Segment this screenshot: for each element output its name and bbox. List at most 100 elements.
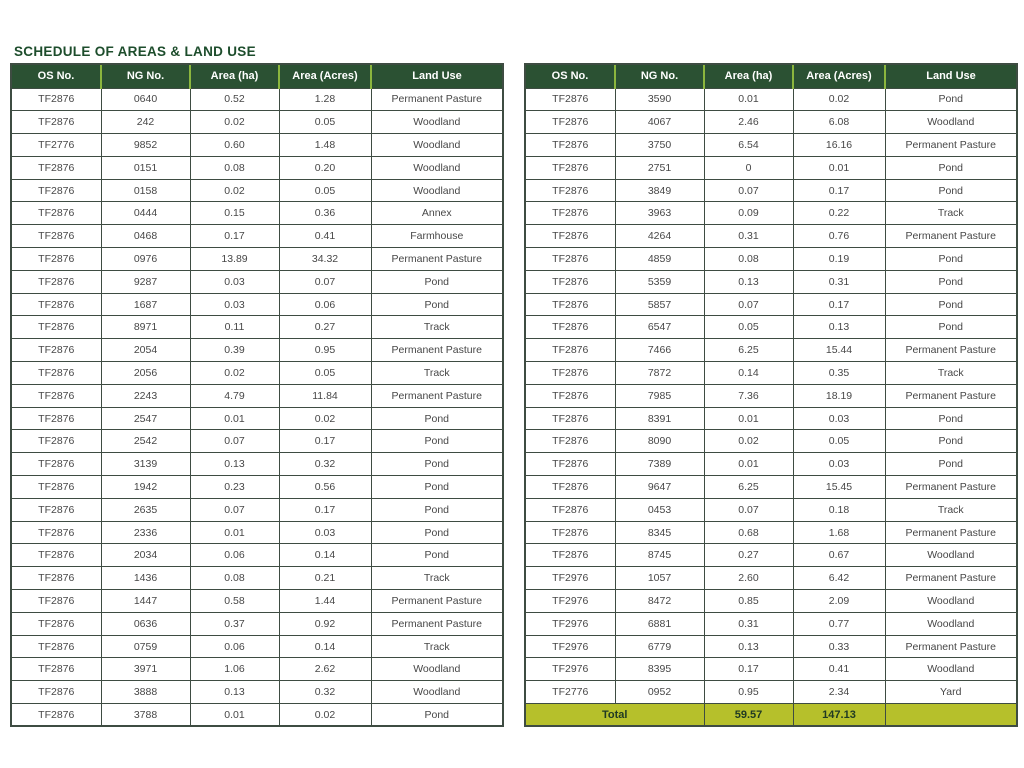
cell-os-no: TF2876 [524, 520, 616, 545]
cell-land-use: Track [370, 315, 504, 340]
cell-area-ha: 0.85 [703, 589, 794, 613]
cell-ng-no: 3750 [614, 133, 705, 157]
cell-ng-no: 4264 [614, 224, 705, 249]
cell-ng-no: 2336 [100, 520, 191, 545]
header-row: OS No. NG No. Area (ha) Area (Acres) Land Us… [10, 63, 504, 89]
column-header-land-use: Land Use [370, 63, 504, 89]
cell-land-use: Pond [884, 406, 1018, 431]
cell-area-acres: 0.77 [792, 611, 886, 636]
cell-land-use: Annex [370, 201, 504, 226]
cell-os-no: TF2976 [524, 566, 616, 591]
cell-land-use: Woodland [370, 133, 504, 157]
table-row: TF2876 3963 0.09 0.22 Track [524, 201, 1018, 226]
cell-os-no: TF2876 [524, 315, 616, 340]
table-row: TF2876 242 0.02 0.05 Woodland [10, 110, 504, 135]
total-row: Total 59.57 147.13 [524, 703, 1018, 727]
cell-os-no: TF2876 [524, 178, 616, 203]
cell-ng-no: 9647 [614, 475, 705, 499]
cell-ng-no: 7872 [614, 361, 705, 385]
table-row: TF2876 1687 0.03 0.06 Pond [10, 292, 504, 317]
cell-ng-no: 1436 [100, 566, 191, 591]
total-area-acres: 147.13 [792, 703, 886, 727]
cell-ng-no: 3590 [614, 87, 705, 112]
cell-area-acres: 0.13 [792, 315, 886, 340]
column-header-ng-no: NG No. [100, 63, 190, 89]
cell-area-acres: 0.41 [792, 657, 886, 682]
cell-area-acres: 0.03 [792, 452, 886, 477]
cell-land-use: Pond [370, 269, 504, 294]
cell-ng-no: 7466 [614, 338, 705, 363]
cell-land-use: Woodland [884, 611, 1018, 636]
cell-os-no: TF2876 [10, 657, 102, 682]
cell-ng-no: 1687 [100, 292, 191, 317]
cell-land-use: Pond [370, 406, 504, 431]
cell-ng-no: 2056 [100, 361, 191, 385]
cell-area-ha: 13.89 [189, 247, 280, 271]
cell-land-use: Permanent Pasture [370, 589, 504, 613]
table-row: TF2876 2034 0.06 0.14 Pond [10, 543, 504, 568]
cell-os-no: TF2876 [10, 589, 102, 613]
cell-area-ha: 0.07 [189, 429, 280, 454]
table-row: TF2876 3750 6.54 16.16 Permanent Pasture [524, 133, 1018, 157]
table-row: TF2876 3590 0.01 0.02 Pond [524, 87, 1018, 112]
cell-land-use: Woodland [884, 110, 1018, 135]
table-row: TF2976 8395 0.17 0.41 Woodland [524, 657, 1018, 682]
cell-area-ha: 0.13 [703, 269, 794, 294]
cell-os-no: TF2876 [10, 247, 102, 271]
cell-os-no: TF2976 [524, 611, 616, 636]
cell-land-use: Pond [370, 429, 504, 454]
cell-ng-no: 2542 [100, 429, 191, 454]
cell-area-ha: 2.46 [703, 110, 794, 135]
cell-area-acres: 2.09 [792, 589, 886, 613]
header-row: OS No. NG No. Area (ha) Area (Acres) Land Us… [524, 63, 1018, 89]
cell-area-acres: 0.36 [278, 201, 372, 226]
cell-land-use: Woodland [370, 178, 504, 203]
cell-area-acres: 0.17 [278, 497, 372, 522]
cell-ng-no: 3849 [614, 178, 705, 203]
cell-land-use: Permanent Pasture [884, 383, 1018, 408]
cell-ng-no: 8391 [614, 406, 705, 431]
cell-land-use: Track [884, 201, 1018, 226]
cell-area-acres: 6.08 [792, 110, 886, 135]
table-row: TF2976 6779 0.13 0.33 Permanent Pasture [524, 634, 1018, 659]
cell-area-acres: 0.18 [792, 497, 886, 522]
cell-os-no: TF2876 [10, 110, 102, 135]
cell-area-acres: 0.22 [792, 201, 886, 226]
cell-os-no: TF2876 [524, 87, 616, 112]
table-row: TF2876 3971 1.06 2.62 Woodland [10, 657, 504, 682]
cell-os-no: TF2876 [10, 680, 102, 705]
cell-ng-no: 2054 [100, 338, 191, 363]
cell-os-no: TF2776 [524, 680, 616, 705]
table-row: TF2876 2336 0.01 0.03 Pond [10, 520, 504, 545]
cell-os-no: TF2876 [10, 520, 102, 545]
cell-ng-no: 2243 [100, 383, 191, 408]
cell-area-ha: 0.58 [189, 589, 280, 613]
cell-area-ha: 0.01 [189, 520, 280, 545]
table-row: TF2876 1436 0.08 0.21 Track [10, 566, 504, 591]
cell-land-use: Pond [884, 315, 1018, 340]
table-row: TF2876 0759 0.06 0.14 Track [10, 634, 504, 659]
table-row: TF2876 7872 0.14 0.35 Track [524, 361, 1018, 385]
land-use-table-left: OS No. NG No. Area (ha) Area (Acres) Land Us… [10, 63, 504, 728]
cell-os-no: TF2876 [524, 429, 616, 454]
cell-os-no: TF2876 [10, 406, 102, 431]
cell-land-use: Track [370, 634, 504, 659]
cell-ng-no: 0444 [100, 201, 191, 226]
table-row: TF2876 7389 0.01 0.03 Pond [524, 452, 1018, 477]
cell-area-ha: 0.08 [703, 247, 794, 271]
table-row: TF2876 0468 0.17 0.41 Farmhouse [10, 224, 504, 249]
cell-os-no: TF2876 [10, 155, 102, 180]
total-label: Total [524, 703, 705, 727]
cell-os-no: TF2876 [10, 361, 102, 385]
cell-land-use: Permanent Pasture [884, 133, 1018, 157]
cell-area-acres: 0.17 [792, 292, 886, 317]
cell-os-no: TF2976 [524, 634, 616, 659]
cell-area-acres: 0.33 [792, 634, 886, 659]
cell-area-ha: 0.02 [703, 429, 794, 454]
cell-land-use: Pond [884, 269, 1018, 294]
cell-land-use: Woodland [370, 657, 504, 682]
cell-area-acres: 0.14 [278, 634, 372, 659]
total-area-ha: 59.57 [703, 703, 794, 727]
cell-ng-no: 6881 [614, 611, 705, 636]
